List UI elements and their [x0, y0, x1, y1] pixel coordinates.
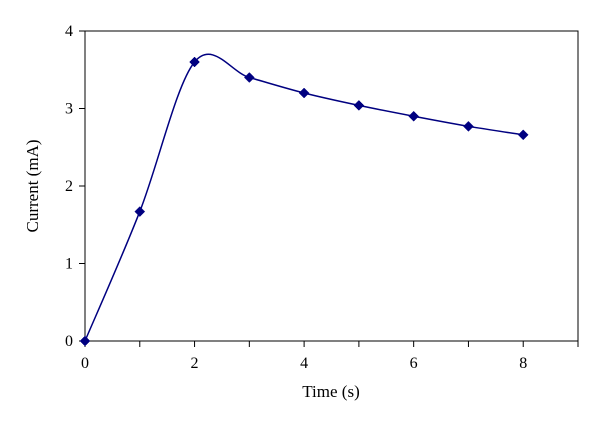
data-point: [298, 87, 310, 99]
plot-area-frame: [84, 30, 579, 342]
y-tick-label: 4: [65, 23, 73, 40]
data-point: [353, 100, 365, 111]
x-axis-label: Time (s): [302, 382, 359, 401]
x-tick-label: 8: [519, 355, 527, 372]
tick-labels: 0 1 2 3 4 0 2 4 6 8: [65, 23, 527, 372]
x-tick-label: 4: [300, 355, 308, 372]
data-point: [408, 110, 420, 122]
y-tick-label: 0: [65, 333, 73, 350]
data-point: [189, 56, 200, 68]
y-tick-label: 2: [65, 178, 73, 195]
y-tick-label: 3: [65, 101, 73, 118]
series-markers: [79, 56, 529, 347]
data-point: [243, 72, 255, 83]
data-point: [79, 335, 91, 347]
data-point: [134, 206, 146, 217]
data-point: [517, 129, 529, 141]
y-tick-label: 1: [65, 256, 73, 273]
x-tick-label: 6: [410, 355, 418, 372]
y-axis-label: Current (mA): [23, 139, 42, 232]
x-tick-label: 2: [191, 355, 199, 372]
data-point: [463, 120, 474, 132]
axis-ticks: [79, 30, 579, 347]
x-tick-label: 0: [81, 355, 89, 372]
